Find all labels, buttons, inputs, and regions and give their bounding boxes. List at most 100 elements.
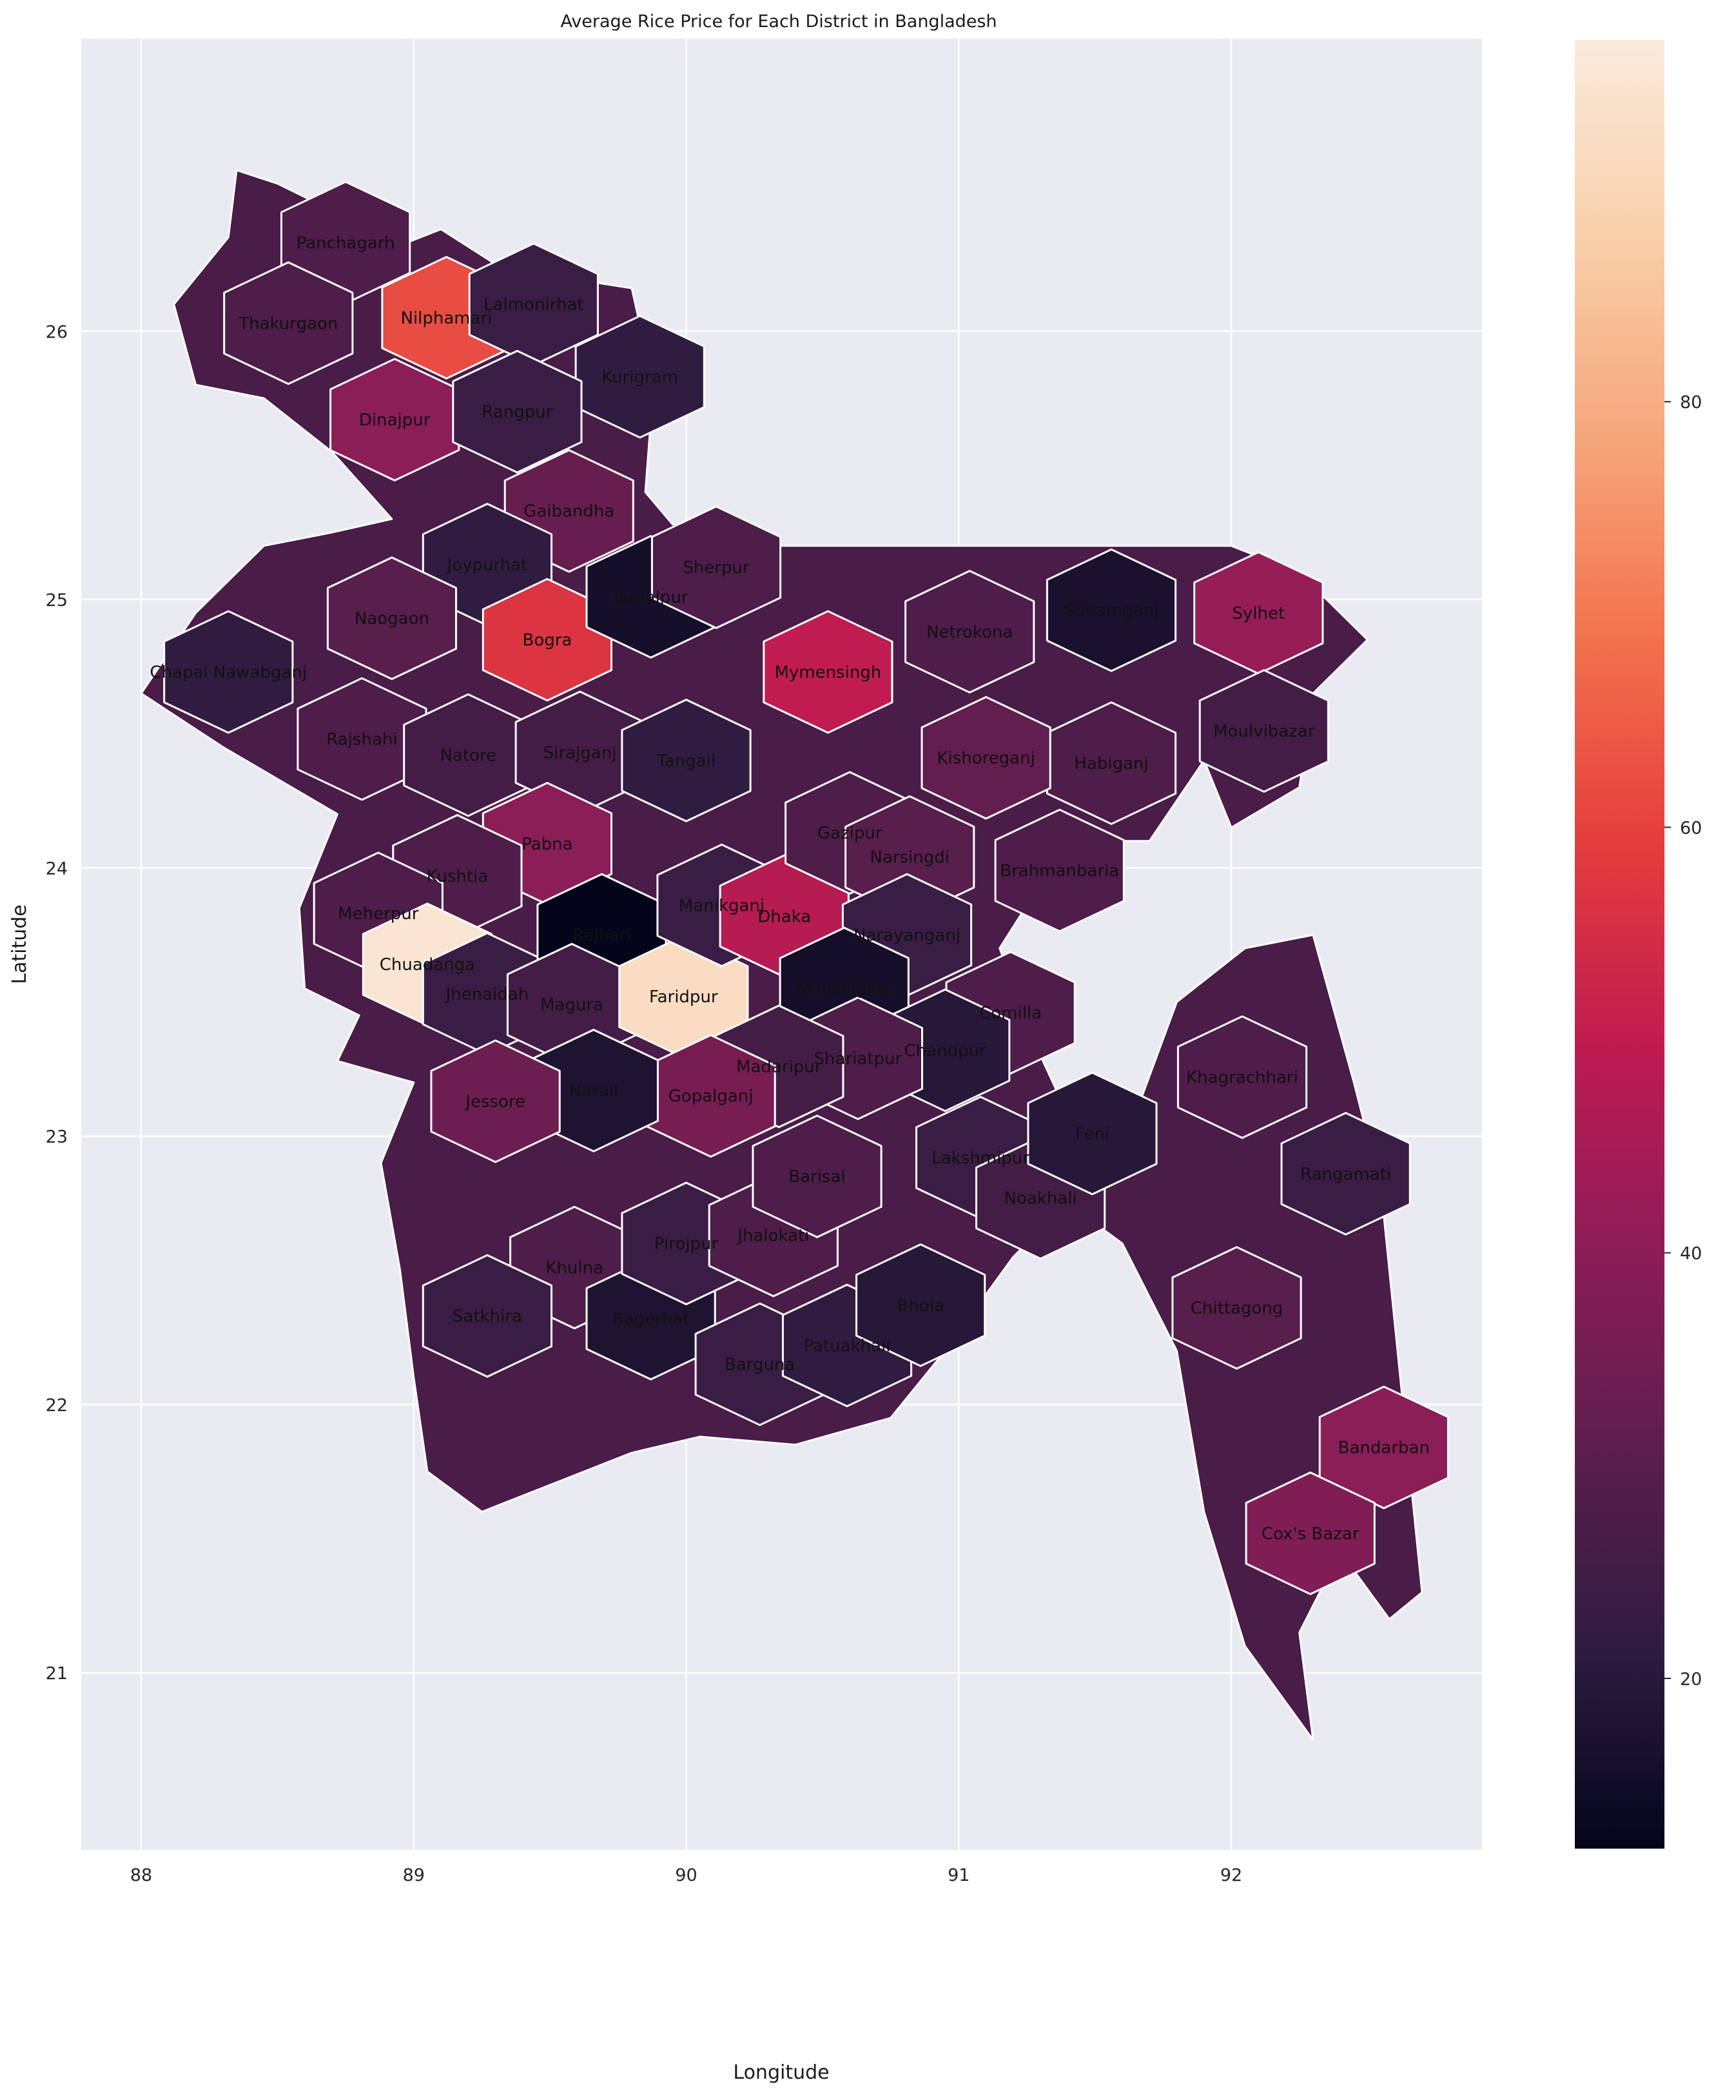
district-label: Nilphamari: [401, 309, 493, 328]
district-label: Rangpur: [482, 403, 552, 422]
district-label: Faridpur: [649, 987, 718, 1007]
district-label: Gopalganj: [668, 1087, 754, 1106]
district-patch: [650, 505, 782, 629]
district-patch: [574, 315, 705, 439]
district-patch: [452, 349, 583, 474]
district-patch: [1171, 1246, 1302, 1370]
district-label: Noakhali: [1004, 1189, 1077, 1208]
district-label: Jhalokati: [736, 1227, 809, 1246]
district-label: Thakurgaon: [238, 314, 338, 333]
district-label: Kushtia: [427, 867, 489, 886]
district-patch: [326, 556, 457, 680]
district-label: Jhenaidah: [445, 985, 529, 1004]
y-axis-label: Latitude: [8, 904, 31, 984]
district-label: Joypurhat: [446, 556, 528, 575]
district-label: Lalmonirhat: [483, 295, 583, 315]
colorbar-tick-label: 40: [1680, 1244, 1702, 1264]
district-label: Shariatpur: [814, 1049, 902, 1069]
district-label: Barisal: [788, 1167, 845, 1187]
district-label: Dinajpur: [359, 411, 431, 430]
district-label: Narsingdi: [870, 848, 950, 868]
x-axis-ticks: 88 89 90 91 92: [130, 1865, 1242, 1885]
colorbar-tick-label: 80: [1680, 393, 1702, 413]
district-patch: [763, 610, 893, 734]
district-labels: Panchagarh Thakurgaon NilphamariLalmonirha…: [150, 233, 1430, 1543]
x-tick-label: 89: [403, 1865, 425, 1885]
y-tick-label: 26: [46, 322, 68, 342]
district-label: Rangamati: [1300, 1165, 1391, 1184]
district-label: Kishoreganj: [937, 749, 1035, 768]
colorbar-tick-label: 60: [1680, 818, 1702, 838]
colorbar-tick-label: 20: [1680, 1669, 1702, 1689]
x-axis-label: Longitude: [733, 2061, 829, 2084]
district-label: Madaripur: [736, 1057, 822, 1076]
district-label: Narail: [569, 1082, 618, 1101]
district-label: Tangail: [656, 752, 716, 771]
district-label: Rajshahi: [326, 730, 397, 750]
district-label: Sylhet: [1232, 604, 1285, 623]
district-label: Brahmanbaria: [1000, 862, 1119, 881]
district-label: Natore: [440, 746, 497, 766]
district-patches: [163, 180, 1449, 1595]
district-label: Comilla: [979, 1004, 1042, 1023]
district-patch: [904, 570, 1035, 694]
district-label: Naogaon: [355, 609, 429, 628]
y-tick-label: 21: [46, 1664, 68, 1684]
district-patch: [223, 261, 354, 385]
district-patch: [1027, 1071, 1158, 1196]
district-label: Moulvibazar: [1213, 722, 1315, 741]
y-tick-label: 24: [46, 859, 68, 879]
x-tick-label: 88: [130, 1865, 152, 1885]
district-label: Sunamganj: [1064, 601, 1159, 621]
district-label: Chuadanga: [380, 955, 475, 975]
y-axis-ticks: 21 22 23 24 25 26: [46, 322, 68, 1684]
district-label: Mymensingh: [774, 663, 881, 682]
district-patch: [1245, 1472, 1376, 1595]
district-patch: [1280, 1112, 1411, 1236]
district-label: Sherpur: [683, 558, 750, 578]
district-label: Meherpur: [338, 904, 419, 924]
district-label: Chandpur: [904, 1041, 987, 1060]
district-patch: [1176, 1015, 1308, 1139]
district-label: Pabna: [522, 835, 572, 854]
district-label: Jessore: [464, 1093, 525, 1112]
district-label: Netrokona: [926, 623, 1013, 642]
district-label: Bandarban: [1338, 1439, 1430, 1458]
district-label: Sirajganj: [543, 743, 617, 763]
district-label: Dhaka: [757, 907, 811, 926]
district-label: Panchagarh: [297, 233, 395, 253]
district-label: Gaibandha: [523, 502, 614, 521]
district-patch: [752, 1114, 883, 1238]
district-patch: [430, 1039, 561, 1163]
district-patch: [1046, 548, 1177, 672]
district-patch: [921, 695, 1051, 820]
district-patch: [422, 1254, 552, 1378]
chart-title: Average Rice Price for Each District in …: [560, 12, 997, 32]
district-label: Kurigram: [601, 368, 678, 387]
district-label: Khagrachhari: [1186, 1068, 1298, 1087]
district-patch: [1318, 1385, 1449, 1510]
district-label: Manikganj: [679, 897, 765, 916]
district-label: Barguna: [725, 1356, 795, 1375]
x-tick-label: 91: [948, 1865, 970, 1885]
colorbar: [1575, 40, 1664, 1849]
district-label: Patuakhali: [803, 1336, 890, 1356]
colorbar-ticks: 20 40 60 80: [1664, 393, 1702, 1689]
district-label: Jamalpur: [612, 588, 688, 607]
district-label: Bhola: [897, 1296, 944, 1316]
district-label: Gazipur: [817, 824, 883, 843]
y-tick-label: 22: [46, 1395, 68, 1415]
district-patch: [163, 610, 294, 734]
district-label: Bogra: [522, 631, 572, 650]
y-tick-label: 25: [46, 590, 68, 610]
district-label: Habiganj: [1074, 754, 1148, 773]
district-patch: [994, 808, 1125, 933]
district-patch: [297, 677, 427, 801]
district-label: Khulna: [545, 1259, 603, 1278]
district-label: Cox's Bazar: [1262, 1524, 1360, 1544]
district-label: Narayanganj: [853, 926, 961, 945]
district-patch: [855, 1243, 986, 1367]
district-label: Munshiganj: [796, 980, 892, 999]
district-label: Lakshmipur: [931, 1149, 1029, 1168]
district-label: Rajbari: [572, 926, 631, 945]
